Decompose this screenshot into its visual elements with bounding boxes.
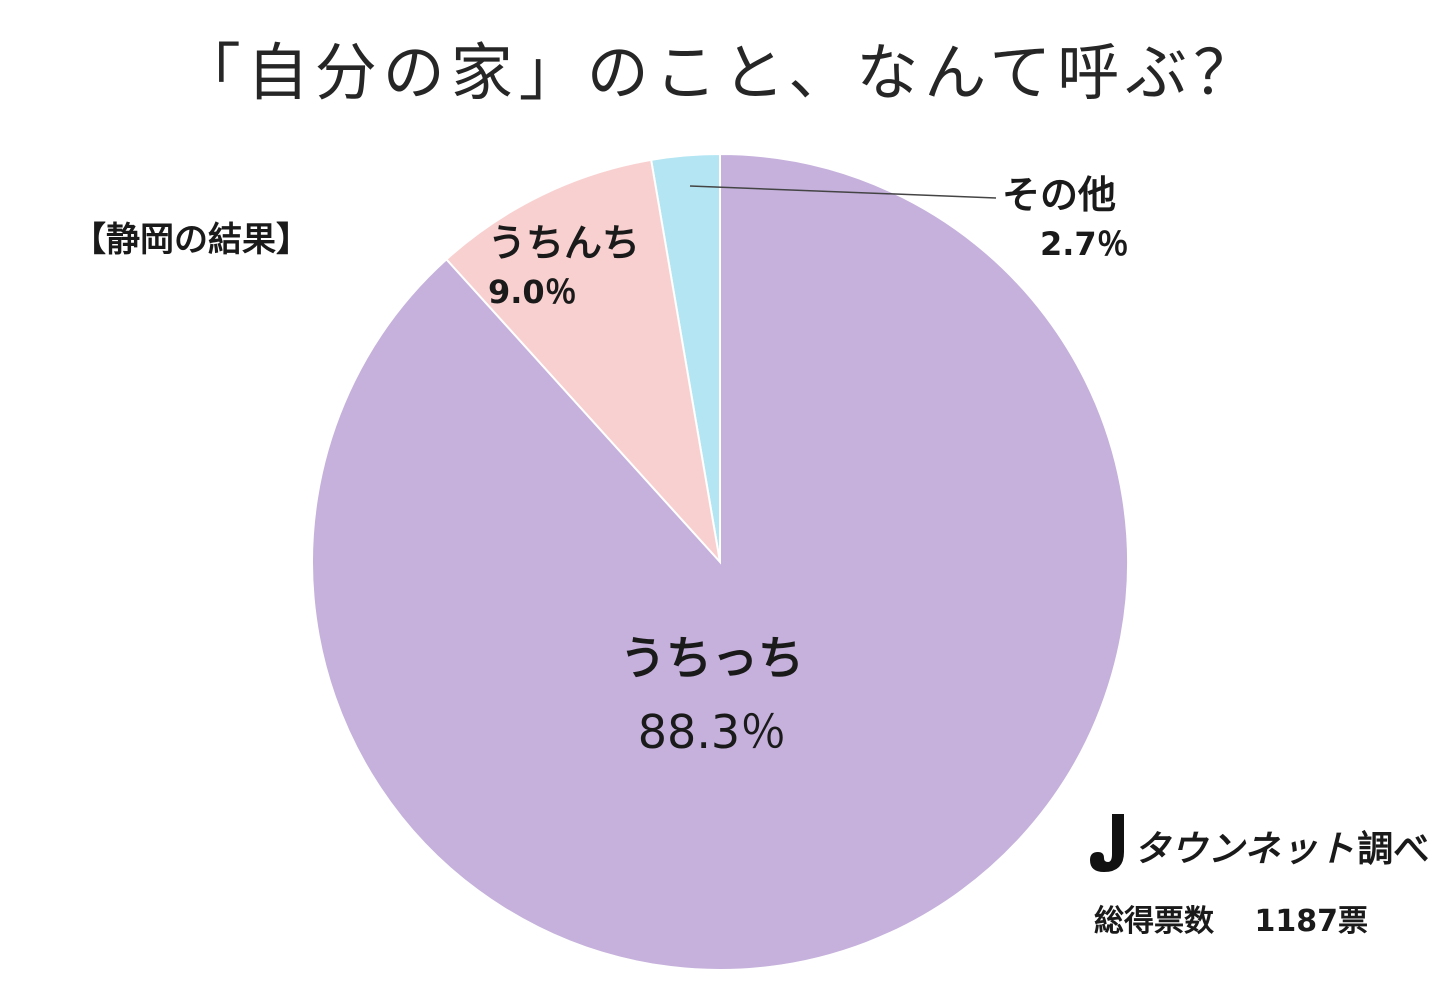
slice-value-uchicchi: 88.3％ (637, 705, 787, 759)
slice-label-uchicchi: うちっち 88.3％ (620, 622, 804, 762)
chart-title: 「自分の家」のこと、なんて呼ぶ？ (178, 36, 1262, 109)
pie-slice-uchinchi (444, 158, 722, 566)
slice-name-other: その他 (1002, 173, 1117, 217)
slice-value-uchinchi: 9.0％ (488, 273, 577, 311)
source-suffix: 調べ (1357, 829, 1430, 870)
slice-name-uchicchi: うちっち (620, 631, 804, 685)
source-logo: タウンネット 調べ (1088, 812, 1429, 874)
total-votes-label: 総得票数 (1094, 904, 1214, 939)
slice-label-uchinchi: うちんち 9.0％ (488, 212, 640, 313)
chart-subtitle: 【静岡の結果】 (72, 220, 310, 260)
source-brand: タウンネット (1134, 829, 1356, 870)
slice-value-other: 2.7％ (1040, 225, 1129, 263)
slice-label-other: その他 2.7％ (1002, 164, 1129, 265)
slice-name-uchinchi: うちんち (488, 221, 641, 265)
pie-slice-uchicchi (311, 152, 1129, 971)
leader-line-other (689, 185, 997, 199)
total-votes-value: 1187票 (1254, 904, 1368, 939)
town-net-j-icon (1090, 814, 1124, 872)
total-votes: 総得票数 1187票 (1094, 896, 1368, 940)
